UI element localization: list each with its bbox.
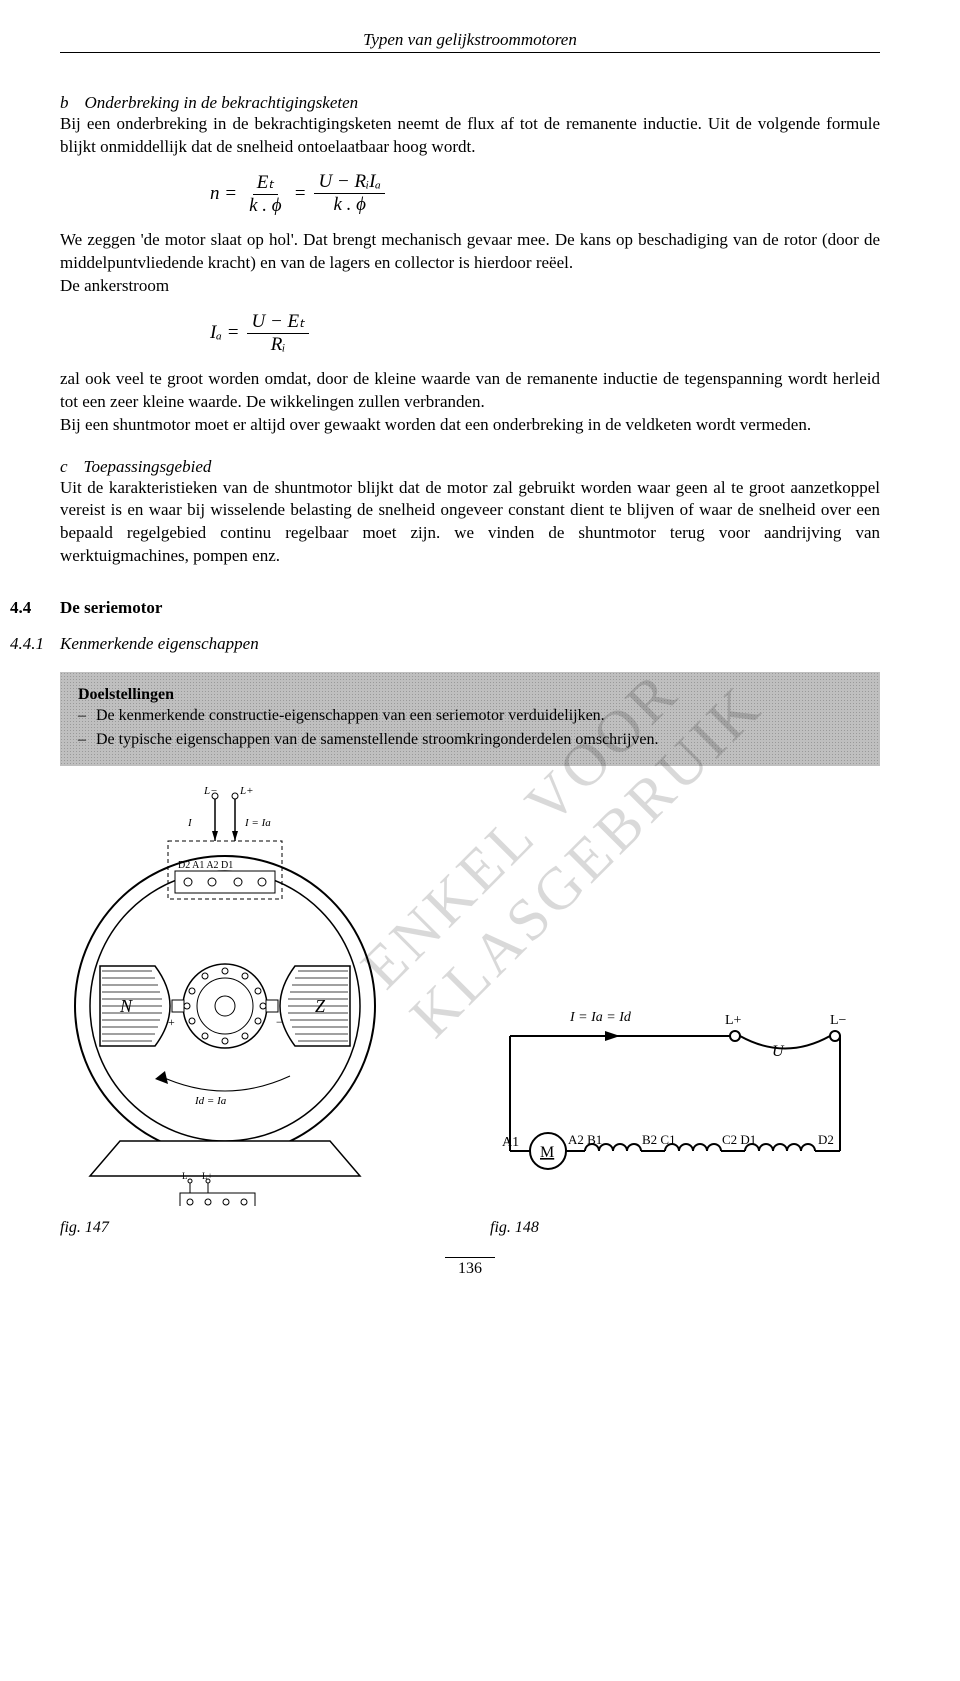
section-b-letter: b: [60, 93, 69, 112]
label-a2b1: A2 B1: [568, 1132, 602, 1147]
section-b-para1: Bij een onderbreking in de bekrachtiging…: [60, 113, 880, 159]
section-4-4-title: De seriemotor: [60, 598, 162, 618]
goal-dash: –: [78, 728, 86, 752]
section-b-para5: Bij een shuntmotor moet er altijd over g…: [60, 414, 880, 437]
label-lplus-top: L+: [239, 786, 254, 797]
goal-dash: –: [78, 704, 86, 728]
figure-148: I = Ia = Id L+ U L− A1 M: [490, 996, 880, 1237]
formula-ia-den: Rᵢ: [267, 334, 290, 356]
section-4-4: 4.4 De seriemotor: [60, 598, 880, 618]
label-id-eq-ia: Id = Ia: [194, 1095, 227, 1107]
section-b-para2: We zeggen 'de motor slaat op hol'. Dat b…: [60, 229, 880, 275]
section-b-para3-label: De ankerstroom: [60, 275, 880, 298]
label-i-eq: I = Ia = Id: [569, 1010, 632, 1025]
section-b-title: Onderbreking in de bekrachtigingsketen: [85, 93, 359, 112]
goals-box: Doelstellingen – De kenmerkende construc…: [60, 672, 880, 766]
section-4-4-1: 4.4.1 Kenmerkende eigenschappen: [60, 634, 880, 654]
label-u: U: [772, 1043, 785, 1060]
goals-title: Doelstellingen: [78, 686, 862, 704]
label-terminals: D2 A1 A2 D1: [178, 860, 233, 871]
section-4-4-1-title: Kenmerkende eigenschappen: [60, 634, 259, 654]
formula-n-f2-den: k . ϕ: [329, 194, 370, 216]
figures-row: L− L+ I I = Ia D2 A1 A2 D1: [60, 786, 880, 1237]
formula-ia-lhs: Iₐ =: [210, 322, 239, 344]
label-lplus: L+: [725, 1013, 742, 1028]
label-bottom-lplus: L+: [202, 1171, 213, 1181]
section-c: c Toepassingsgebied Uit de karakteristie…: [60, 457, 880, 569]
label-i: I: [187, 817, 193, 829]
formula-n-eq: =: [294, 183, 307, 205]
label-a1: A1: [502, 1135, 519, 1150]
section-c-title: Toepassingsgebied: [84, 457, 212, 476]
formula-n-lhs: n =: [210, 183, 237, 205]
label-m: M: [540, 1144, 554, 1161]
formula-ia-num: U − Eₜ: [247, 310, 308, 334]
section-c-letter: c: [60, 457, 68, 476]
formula-n-f1-num: Eₜ: [253, 171, 278, 195]
label-bottom-lminus: L−: [182, 1171, 193, 1181]
section-b: b Onderbreking in de bekrachtigingsketen…: [60, 93, 880, 437]
label-brush-plus: +: [168, 1015, 175, 1029]
label-brush-minus: −: [276, 1015, 283, 1029]
label-n-pole: N: [119, 996, 133, 1016]
label-z-pole: Z: [315, 996, 326, 1016]
section-4-4-1-num: 4.4.1: [10, 634, 60, 654]
figure-147: L− L+ I I = Ia D2 A1 A2 D1: [60, 786, 450, 1237]
label-i-eq-ia: I = Ia: [244, 817, 271, 829]
motor-cross-section-diagram: L− L+ I I = Ia D2 A1 A2 D1: [60, 786, 420, 1206]
formula-n-f1-den: k . ϕ: [245, 195, 286, 217]
fig-148-caption: fig. 148: [490, 1219, 880, 1237]
page-header: Typen van gelijkstroommotoren: [60, 30, 880, 53]
section-4-4-num: 4.4: [10, 598, 60, 618]
section-b-para4: zal ook veel te groot worden omdat, door…: [60, 368, 880, 414]
label-lminus: L−: [830, 1013, 847, 1028]
label-d2: D2: [818, 1132, 834, 1147]
label-lminus-top: L−: [203, 786, 218, 797]
fig-147-caption: fig. 147: [60, 1219, 450, 1237]
formula-n-f2-num: U − RᵢIₐ: [314, 171, 385, 194]
formula-n: n = Eₜ k . ϕ = U − RᵢIₐ k . ϕ: [210, 171, 880, 217]
page-number: 136: [445, 1257, 495, 1278]
goal-item-1: De kenmerkende constructie-eigenschappen…: [96, 704, 605, 728]
series-motor-schematic: I = Ia = Id L+ U L− A1 M: [490, 996, 880, 1206]
section-c-para: Uit de karakteristieken van de shuntmoto…: [60, 477, 880, 569]
formula-ia: Iₐ = U − Eₜ Rᵢ: [210, 310, 880, 356]
goal-item-2: De typische eigenschappen van de samenst…: [96, 728, 659, 752]
